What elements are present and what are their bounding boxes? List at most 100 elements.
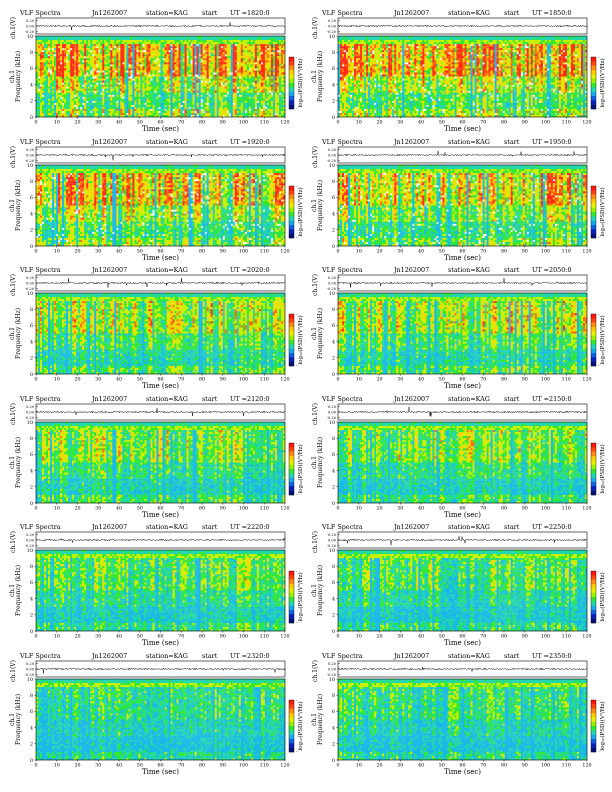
spectra-panel: VLF Spectra Jn1262007 station=KAG start UT =… <box>308 395 608 520</box>
spectrogram-row <box>36 681 285 683</box>
x-tick-label: 120 <box>582 762 591 768</box>
spectrogram-row <box>36 70 285 72</box>
x-tick-label: 110 <box>562 377 571 383</box>
colorbar-step <box>289 199 294 204</box>
spectrogram-row <box>338 430 587 432</box>
colorbar-step <box>289 460 294 465</box>
spectrogram-row <box>36 317 285 319</box>
colorbar-step <box>591 451 596 456</box>
spectrogram-row <box>36 468 285 470</box>
spectrogram-row <box>338 681 587 683</box>
x-tick-label: 110 <box>260 377 269 383</box>
x-tick-label: 20 <box>376 505 382 511</box>
colorbar-step <box>289 70 294 75</box>
spectrogram-row <box>338 697 587 699</box>
x-tick-label: 0 <box>34 377 37 383</box>
spectrogram-row <box>338 370 587 372</box>
spectrogram-row <box>36 432 285 434</box>
spectrogram-row <box>338 177 587 179</box>
spectrogram-row <box>338 574 587 576</box>
y-tick-label: 8 <box>332 436 335 442</box>
spectrogram-row <box>36 348 285 350</box>
spectrogram-row <box>338 613 587 615</box>
spectrogram-row <box>338 36 587 38</box>
spectrogram-row <box>36 480 285 482</box>
colorbar-step <box>591 362 596 367</box>
y-tick-label: 10 <box>329 291 335 297</box>
y-axis-label: Frequency (kHz) <box>317 308 324 359</box>
colorbar-step <box>289 610 294 615</box>
colorbar-step <box>591 74 596 79</box>
spectrogram-row <box>338 478 587 480</box>
x-tick-label: 70 <box>480 377 486 383</box>
spectrogram-row <box>338 340 587 342</box>
spectrogram-row <box>36 179 285 181</box>
spectrogram-row <box>36 356 285 358</box>
colorbar-step <box>591 353 596 358</box>
trace-tick-label: 0.20 <box>26 148 35 152</box>
trace-tick-label: 0.00 <box>328 25 337 29</box>
x-tick-label: 120 <box>582 634 591 640</box>
spectrogram-row <box>338 558 587 560</box>
x-tick-label: 110 <box>562 120 571 126</box>
spectrogram-row <box>338 683 587 685</box>
x-axis-label: Time (sec) <box>142 254 179 262</box>
x-tick-label: 120 <box>280 634 289 640</box>
y-tick-label: 4 <box>332 725 335 731</box>
colorbar-step <box>591 199 596 204</box>
x-tick-label: 80 <box>501 120 507 126</box>
spectrogram-row <box>338 586 587 588</box>
spectrogram-row <box>36 293 285 295</box>
spectrogram-row <box>36 470 285 472</box>
trace-tick-label: -0.20 <box>25 673 35 677</box>
spectrogram-row <box>338 179 587 181</box>
colorbar-step <box>591 186 596 191</box>
colorbar-step <box>591 614 596 619</box>
spectrogram-row <box>338 468 587 470</box>
spectrogram-row <box>338 83 587 85</box>
spectrogram-row <box>338 480 587 482</box>
x-tick-label: 0 <box>34 762 37 768</box>
x-tick-label: 30 <box>397 634 403 640</box>
x-tick-label: 40 <box>116 634 122 640</box>
x-tick-label: 30 <box>397 248 403 254</box>
spectrogram-row <box>338 93 587 95</box>
x-axis-label: Time (sec) <box>444 511 481 519</box>
colorbar-step <box>591 739 596 744</box>
spectrogram-row <box>338 227 587 229</box>
spectrogram-row <box>36 299 285 301</box>
spectrogram-row <box>36 560 285 562</box>
colorbar-step <box>591 575 596 580</box>
colorbar-step <box>591 318 596 323</box>
spectrogram-row <box>36 219 285 221</box>
y-axis-label: Frequency (kHz) <box>15 51 22 102</box>
spectrogram-row <box>36 107 285 109</box>
spectrogram-row <box>36 691 285 693</box>
colorbar-step <box>289 225 294 230</box>
spectrogram-row <box>338 603 587 605</box>
spectrogram-row <box>338 352 587 354</box>
x-tick-label: 20 <box>376 762 382 768</box>
x-tick-label: 20 <box>74 634 80 640</box>
spectrogram-row <box>338 691 587 693</box>
spectrogram-row <box>36 687 285 689</box>
colorbar-step <box>289 482 294 487</box>
x-tick-label: 20 <box>376 634 382 640</box>
colorbar-step <box>289 743 294 748</box>
colorbar-step <box>591 456 596 461</box>
y-axis-label: Frequency (kHz) <box>15 565 22 616</box>
x-tick-label: 30 <box>95 505 101 511</box>
spectrogram-row <box>338 171 587 173</box>
x-tick-label: 110 <box>260 248 269 254</box>
trace-axis-label: ch.1(V) <box>10 531 17 553</box>
spectrogram-row <box>338 422 587 424</box>
x-tick-label: 0 <box>336 120 339 126</box>
y-tick-label: 10 <box>329 419 335 425</box>
spectrogram-row <box>36 181 285 183</box>
y-axis-channel-label: ch.1 <box>311 456 318 469</box>
trace-tick-label: 0.00 <box>26 25 35 29</box>
spectrogram-row <box>38 235 285 237</box>
colorbar-step <box>289 362 294 367</box>
